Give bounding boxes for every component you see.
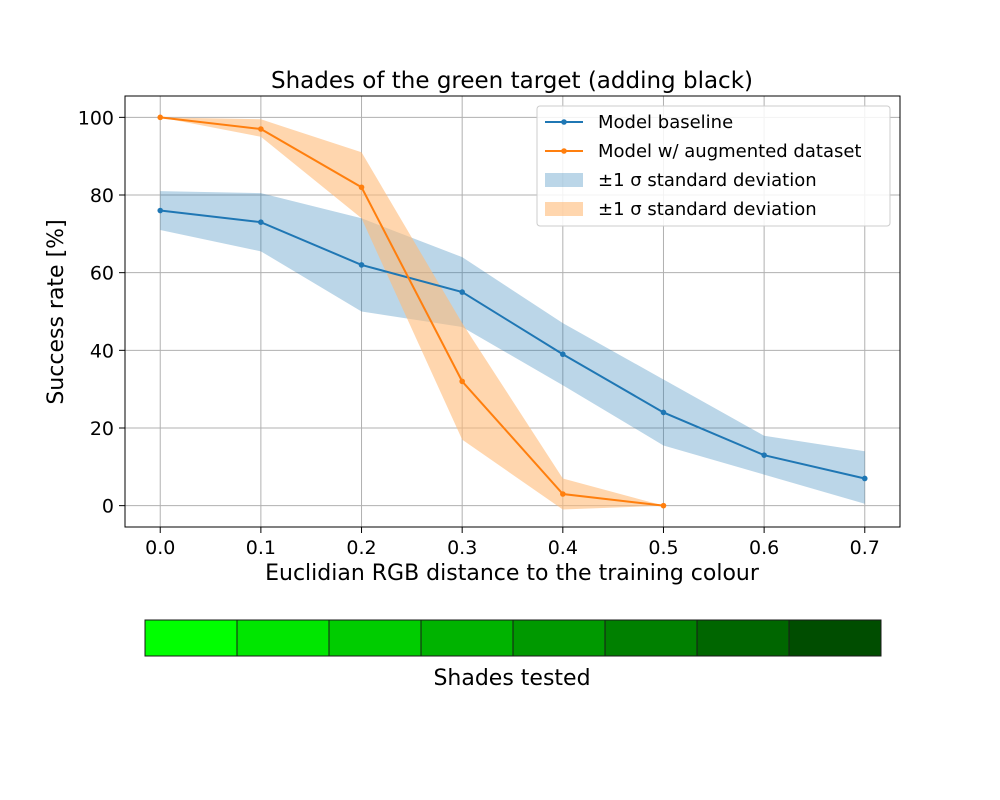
x-tick-label: 0.2 [346,537,376,559]
shade-swatch [512,619,606,657]
std-dev-band-1 [160,191,865,504]
plot-frame [124,95,901,528]
chart-title: Shades of the green target (adding black… [271,68,753,94]
data-point [660,409,667,416]
y-axis-title: Success rate [%] [44,219,69,404]
series-line-1 [160,209,865,480]
shade-swatch [788,619,882,657]
shade-swatch [604,619,698,657]
x-tick-label: 0.4 [548,537,578,559]
shades-bar-label: Shades tested [433,666,590,691]
legend-label: ±1 σ standard deviation [598,170,817,191]
shade-swatch [420,619,514,657]
legend-patch-swatch [545,202,583,216]
series-line-2 [160,116,664,507]
data-point [459,378,465,385]
x-tick-label: 0.5 [648,537,678,559]
data-point [358,184,365,191]
x-tick-label: 0.1 [246,537,276,559]
data-point [560,491,566,497]
data-point [560,351,566,358]
data-point [459,289,465,295]
y-tick-label: 80 [90,185,114,207]
x-tick-label: 0.6 [749,537,779,559]
y-tick-label: 60 [90,263,114,285]
legend-label: ±1 σ standard deviation [598,199,817,220]
data-point [258,126,264,132]
data-point [258,219,264,225]
y-tick-label: 20 [90,418,114,440]
y-tick-label: 100 [78,107,114,129]
std-dev-bands [160,117,865,510]
legend-marker [561,119,567,125]
y-tick-label: 0 [102,496,114,518]
data-point [660,502,667,509]
data-point [358,262,365,268]
series-lines [157,114,868,509]
shades-bar [144,619,882,657]
x-tick-label: 0.0 [145,537,175,559]
legend-patch-swatch [545,173,583,187]
shade-swatch [696,619,790,657]
data-point [157,114,164,121]
shade-swatch [236,619,330,657]
legend-label: Model baseline [598,112,733,133]
legend-label: Model w/ augmented dataset [598,141,862,162]
axis-ticks: 0.0 0.1 0.2 0.3 0.4 0.5 0.6 0.7 0 20 40 60 80 100 [78,107,880,559]
data-point [761,452,767,458]
data-point [861,475,868,482]
data-point [157,207,164,214]
x-axis-title: Euclidian RGB distance to the training c… [265,561,760,586]
legend-box [536,105,891,227]
x-tick-label: 0.7 [850,537,880,559]
legend-marker [561,148,567,154]
legend: Model baseline Model w/ augmented dataset… [536,105,891,227]
shade-swatch [144,619,238,657]
shade-swatch [328,619,422,657]
y-tick-label: 40 [90,340,114,362]
std-dev-band-2 [160,117,664,510]
x-tick-label: 0.3 [447,537,477,559]
